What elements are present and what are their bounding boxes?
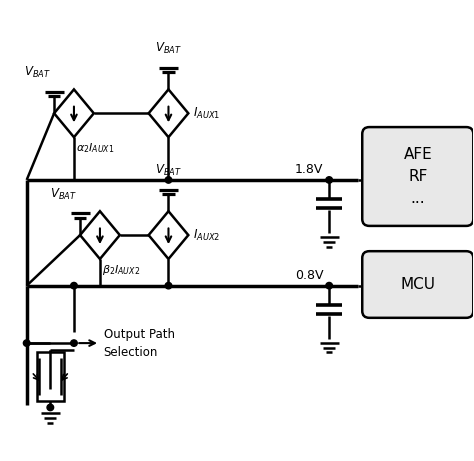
Circle shape bbox=[165, 283, 172, 289]
Bar bbox=[37, 352, 64, 401]
Circle shape bbox=[23, 340, 30, 346]
Circle shape bbox=[71, 283, 77, 289]
Text: $I_{AUX1}$: $I_{AUX1}$ bbox=[193, 106, 220, 121]
Circle shape bbox=[326, 177, 332, 183]
Text: $\alpha_2 I_{AUX1}$: $\alpha_2 I_{AUX1}$ bbox=[76, 141, 115, 155]
Circle shape bbox=[71, 340, 77, 346]
Circle shape bbox=[326, 283, 332, 289]
Text: 0.8V: 0.8V bbox=[295, 269, 323, 282]
Text: 1.8V: 1.8V bbox=[295, 163, 323, 176]
FancyBboxPatch shape bbox=[362, 251, 474, 318]
Text: $V_{BAT}$: $V_{BAT}$ bbox=[155, 41, 182, 56]
Text: AFE
RF
...: AFE RF ... bbox=[403, 147, 432, 206]
Text: $I_{AUX2}$: $I_{AUX2}$ bbox=[193, 228, 220, 242]
Text: Output Path
Selection: Output Path Selection bbox=[104, 328, 175, 359]
Circle shape bbox=[47, 404, 54, 411]
Text: $V_{BAT}$: $V_{BAT}$ bbox=[155, 163, 182, 178]
Text: $\beta_2 I_{AUX2}$: $\beta_2 I_{AUX2}$ bbox=[102, 263, 140, 277]
Text: MCU: MCU bbox=[400, 277, 435, 292]
Text: $V_{BAT}$: $V_{BAT}$ bbox=[24, 65, 51, 80]
FancyBboxPatch shape bbox=[362, 127, 474, 226]
Text: $V_{BAT}$: $V_{BAT}$ bbox=[50, 187, 77, 202]
Circle shape bbox=[165, 177, 172, 183]
